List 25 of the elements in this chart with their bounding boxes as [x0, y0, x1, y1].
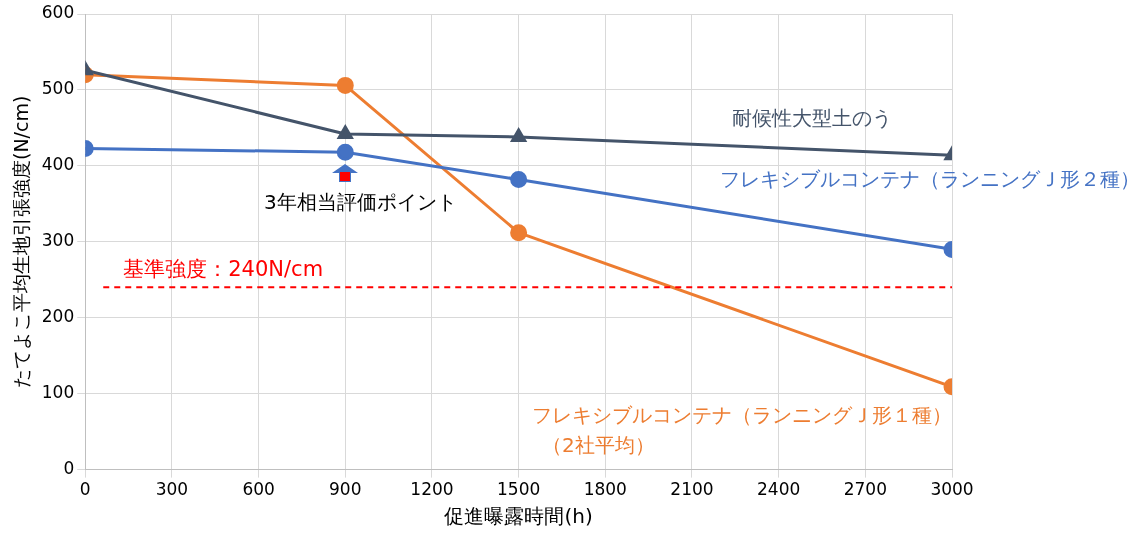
- y-tick-label: 300: [41, 230, 75, 251]
- y-tick-label: 500: [41, 78, 75, 99]
- x-tick-label: 1500: [496, 479, 541, 500]
- x-tick-label: 1800: [583, 479, 627, 500]
- annotation: 3年相当評価ポイント: [263, 190, 457, 215]
- x-tick-label: 1200: [410, 479, 454, 500]
- series-label: フレキシブルコンテナ（ランニングＪ形２種）: [720, 166, 1140, 191]
- y-tick-label: 0: [63, 458, 75, 479]
- y-tick-label: 400: [41, 154, 75, 175]
- x-tick-label: 900: [329, 479, 362, 500]
- x-tick-label: 0: [79, 479, 91, 500]
- x-tick-label: 600: [242, 479, 275, 500]
- ref-line-label: 基準強度：240N/cm: [123, 257, 324, 282]
- x-axis-title: 促進曝露時間(h): [444, 504, 593, 529]
- y-tick-label: 200: [41, 306, 75, 327]
- y-axis-title: たてよこ平均生地引張強度(N/cm): [10, 95, 33, 388]
- x-tick-label: 300: [155, 479, 189, 500]
- series-label: 耐候性大型土のう: [732, 106, 892, 131]
- x-tick-label: 2100: [670, 479, 714, 500]
- x-tick-label: 3000: [930, 479, 974, 500]
- y-tick-label: 600: [41, 2, 75, 23]
- series-label: フレキシブルコンテナ（ランニングＪ形１種）（2社平均）: [532, 403, 952, 458]
- x-tick-label: 2400: [757, 479, 801, 500]
- x-tick-label: 2700: [843, 479, 887, 500]
- y-tick-label: 100: [41, 382, 75, 403]
